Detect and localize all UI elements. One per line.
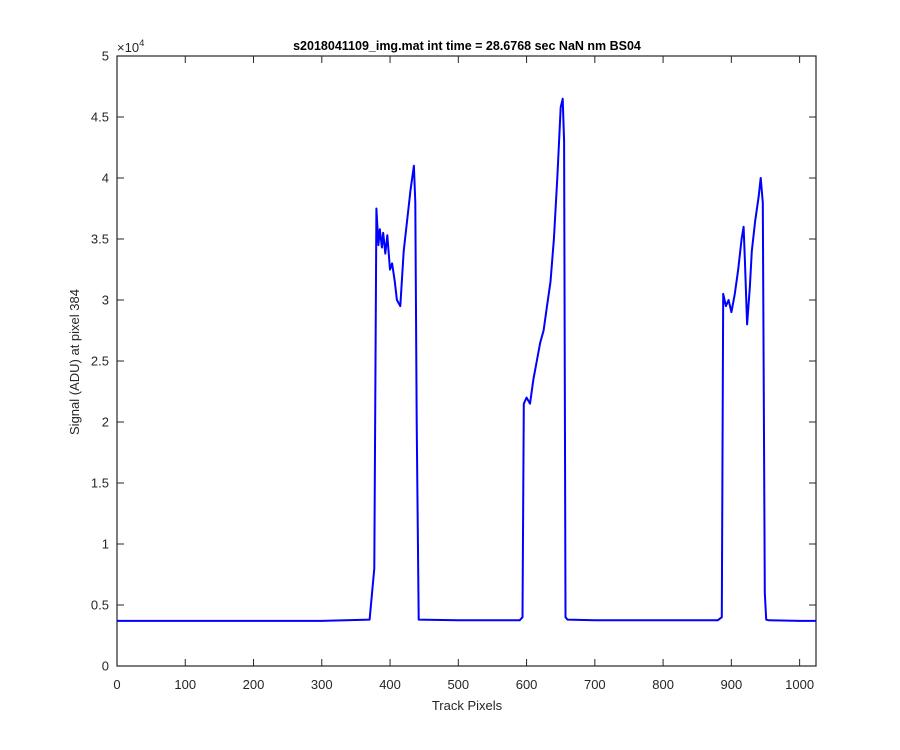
y-exponent-power: 4 (139, 38, 144, 49)
x-tick-label: 100 (174, 677, 196, 692)
y-tick-label: 2 (102, 415, 109, 430)
y-tick-label: 3 (102, 293, 109, 308)
y-axis-title: Signal (ADU) at pixel 384 (67, 289, 82, 435)
y-axis: 0 0.5 1 1.5 2 2.5 3 3.5 4 4.5 5 (91, 49, 816, 674)
x-tick-label: 500 (447, 677, 469, 692)
signal-line (117, 97, 816, 622)
axes-box (116, 55, 817, 667)
x-tick-label: 1000 (785, 677, 814, 692)
y-tick-label: 4 (102, 171, 109, 186)
x-tick-label: 200 (243, 677, 265, 692)
chart-title: s2018041109_img.mat int time = 28.6768 s… (293, 39, 641, 53)
y-tick-label: 4.5 (91, 110, 109, 125)
y-tick-label: 2.5 (91, 354, 109, 369)
plot-area (116, 55, 817, 667)
x-axis-title: Track Pixels (432, 698, 503, 713)
y-exponent-base: ×10 (117, 40, 139, 55)
x-tick-label: 400 (379, 677, 401, 692)
y-tick-label: 3.5 (91, 232, 109, 247)
y-tick-label: 1 (102, 537, 109, 552)
x-axis: 0 100 200 300 400 500 600 700 800 900 1000 (113, 56, 814, 692)
x-tick-label: 600 (516, 677, 538, 692)
y-tick-label: 0 (102, 659, 109, 674)
y-tick-label: 0.5 (91, 598, 109, 613)
y-tick-label: 1.5 (91, 476, 109, 491)
y-tick-label: 5 (102, 49, 109, 64)
x-tick-label: 900 (721, 677, 743, 692)
x-tick-label: 800 (652, 677, 674, 692)
x-tick-label: 300 (311, 677, 333, 692)
x-tick-label: 700 (584, 677, 606, 692)
x-tick-label: 0 (113, 677, 120, 692)
y-axis-exponent: ×104 (117, 38, 144, 55)
